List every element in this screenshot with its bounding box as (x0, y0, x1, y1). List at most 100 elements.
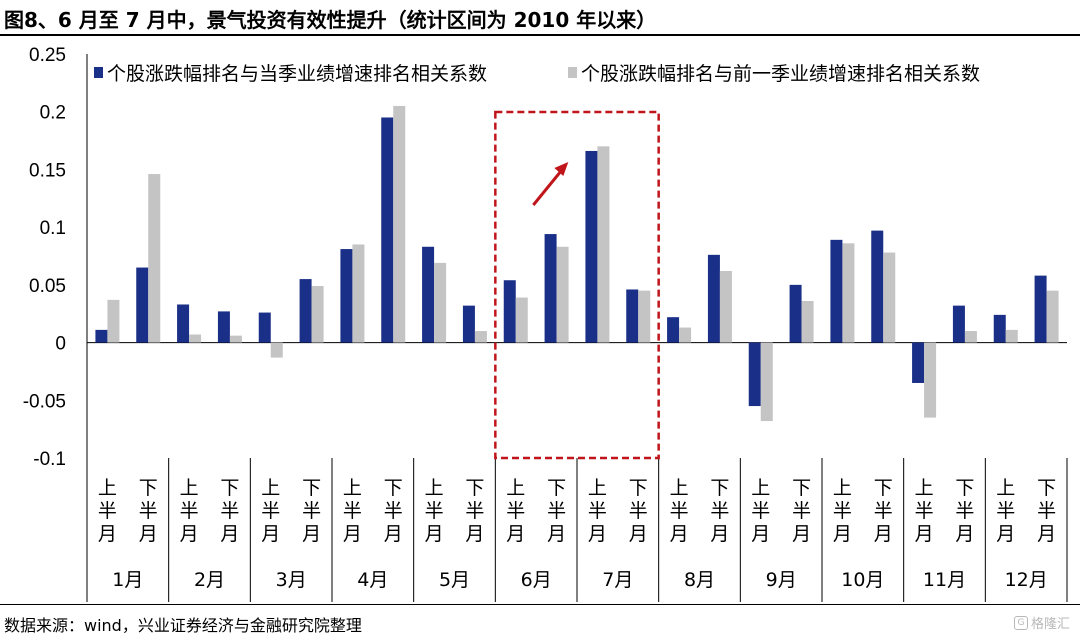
bar-series1 (585, 150, 598, 343)
x-axis-categories: 上半月 下半月 上半月 下半月 上半月 下半月 上半月 下半月 上半月 下半月 上半月 下半月 上半月 下… (86, 458, 1068, 602)
half-month-label: 下 (629, 477, 648, 499)
half-month-label: 月 (180, 523, 199, 545)
half-month-label: 月 (1037, 523, 1056, 545)
bar-series2 (1046, 290, 1059, 343)
half-month-label: 上 (261, 477, 280, 499)
half-month-label: 半 (180, 500, 199, 522)
half-month-label: 下 (792, 477, 811, 499)
half-month-label: 月 (751, 523, 770, 545)
half-month-label: 半 (996, 500, 1015, 522)
y-tick-label: -0.05 (23, 391, 66, 412)
half-month-label: 月 (547, 523, 566, 545)
half-month-label: 上 (425, 477, 444, 499)
half-month-label: 月 (588, 523, 607, 545)
month-label: 3月 (276, 569, 307, 591)
half-month-label: 半 (547, 500, 566, 522)
half-month-label: 月 (302, 523, 321, 545)
legend-swatch-series1 (94, 67, 103, 78)
legend-label-series2: 个股涨跌幅排名与前一季业绩增速排名相关系数 (581, 63, 980, 85)
bar-series2 (393, 105, 406, 343)
bar-series2 (760, 342, 773, 422)
bar-series1 (422, 246, 435, 343)
bar-series1 (503, 280, 516, 343)
bar-series1 (544, 234, 557, 343)
trend-arrow-head (554, 162, 569, 176)
bar-series1 (871, 230, 884, 343)
half-month-label: 月 (955, 523, 974, 545)
half-month-label: 月 (343, 523, 362, 545)
half-month-label: 月 (874, 523, 893, 545)
bar-series1 (340, 249, 353, 343)
half-month-label: 半 (343, 500, 362, 522)
half-month-label: 月 (996, 523, 1015, 545)
half-month-label: 月 (506, 523, 525, 545)
half-month-label: 半 (261, 500, 280, 522)
y-tick-label: 0.2 (40, 103, 66, 124)
half-month-label: 上 (751, 477, 770, 499)
month-label: 9月 (766, 569, 797, 591)
bar-series2 (924, 342, 937, 418)
month-label: 2月 (194, 569, 225, 591)
half-month-label: 上 (996, 477, 1015, 499)
bar-series2 (515, 297, 528, 343)
half-month-label: 下 (1037, 477, 1056, 499)
watermark-logo-icon: G (1013, 615, 1028, 630)
half-month-label: 月 (384, 523, 403, 545)
half-month-label: 半 (465, 500, 484, 522)
bar-series1 (381, 117, 394, 343)
legend-item-series2: 个股涨跌幅排名与前一季业绩增速排名相关系数 (568, 63, 980, 85)
month-label: 5月 (439, 569, 470, 591)
bar-series2 (474, 331, 487, 343)
y-tick-label: 0.1 (40, 218, 66, 239)
bar-chart: 0.25 0.2 0.15 0.1 0.05 0 -0.05 -0.1 个股涨跌幅排名与当季业… (23, 45, 1068, 602)
half-month-label: 半 (833, 500, 852, 522)
half-month-label: 半 (506, 500, 525, 522)
half-month-label: 下 (220, 477, 239, 499)
bar-series1 (993, 314, 1006, 343)
half-month-label: 月 (220, 523, 239, 545)
footer-divider (0, 604, 1080, 605)
bar-series2 (638, 290, 651, 343)
y-axis-ticks: 0.25 0.2 0.15 0.1 0.05 0 -0.05 -0.1 (23, 45, 66, 470)
half-month-label: 半 (955, 500, 974, 522)
month-label: 11月 (923, 569, 966, 591)
half-month-label: 下 (547, 477, 566, 499)
month-label: 10月 (841, 569, 884, 591)
bar-series2 (556, 246, 569, 343)
bar-series2 (801, 301, 814, 343)
half-month-label: 月 (670, 523, 689, 545)
bar-series1 (299, 279, 312, 343)
bar-series1 (177, 304, 190, 343)
half-month-label: 上 (180, 477, 199, 499)
month-label: 1月 (112, 569, 143, 591)
month-label: 12月 (1005, 569, 1048, 591)
axis-layer (86, 54, 1067, 458)
half-month-label: 上 (915, 477, 934, 499)
half-month-label: 月 (710, 523, 729, 545)
half-month-label: 上 (588, 477, 607, 499)
half-month-label: 半 (302, 500, 321, 522)
half-month-label: 上 (98, 477, 117, 499)
half-month-label: 月 (833, 523, 852, 545)
half-month-label: 半 (384, 500, 403, 522)
bar-series1 (95, 329, 108, 343)
half-month-label: 下 (465, 477, 484, 499)
half-month-label: 上 (833, 477, 852, 499)
half-month-label: 下 (139, 477, 158, 499)
half-month-label: 半 (670, 500, 689, 522)
half-month-label: 下 (874, 477, 893, 499)
bar-series1 (748, 342, 761, 407)
half-month-label: 月 (465, 523, 484, 545)
half-month-label: 半 (98, 500, 117, 522)
title-divider (0, 34, 1080, 36)
bar-series2 (719, 271, 732, 343)
bar-series1 (258, 312, 271, 343)
half-month-label: 半 (220, 500, 239, 522)
half-month-label: 下 (302, 477, 321, 499)
y-tick-label: 0 (55, 334, 66, 355)
month-label: 6月 (521, 569, 552, 591)
half-month-label: 月 (629, 523, 648, 545)
y-tick-label: -0.1 (33, 449, 66, 470)
bar-series2 (434, 262, 447, 343)
legend-label-series1: 个股涨跌幅排名与当季业绩增速排名相关系数 (107, 63, 487, 85)
